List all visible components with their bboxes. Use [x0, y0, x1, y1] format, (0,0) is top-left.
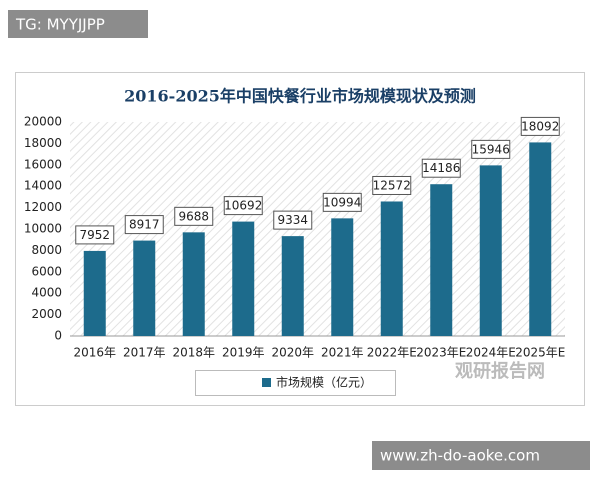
value-label: 12572	[373, 178, 411, 192]
y-tick-label: 16000	[24, 157, 62, 171]
legend	[195, 370, 396, 396]
value-label: 15946	[472, 142, 510, 156]
value-label-box	[421, 158, 461, 178]
bar	[430, 184, 453, 336]
value-label: 10692	[224, 199, 262, 213]
x-tick-label: 2025年E	[515, 346, 565, 360]
value-label-box	[223, 196, 263, 216]
value-label-box	[124, 215, 164, 235]
value-label: 7952	[79, 228, 110, 242]
bar	[83, 250, 106, 336]
x-tick-label: 2021年	[321, 346, 364, 360]
x-tick-label: 2022年E	[367, 346, 417, 360]
footer-url: www.zh-do-aoke.com	[380, 447, 540, 465]
legend-label: 市场规模（亿元）	[276, 375, 372, 390]
bar	[182, 232, 205, 336]
y-tick-label: 2000	[31, 307, 62, 321]
value-label: 10994	[323, 195, 361, 209]
x-tick-label: 2024年E	[466, 346, 516, 360]
value-label: 18092	[521, 119, 559, 133]
y-tick-label: 12000	[24, 200, 62, 214]
x-tick-label: 2018年	[172, 346, 215, 360]
value-label: 9334	[277, 213, 308, 227]
value-label: 14186	[422, 161, 460, 175]
y-tick-label: 14000	[24, 179, 62, 193]
bar	[281, 236, 304, 336]
y-tick-label: 6000	[31, 264, 62, 278]
x-tick-label: 2017年	[123, 346, 166, 360]
x-tick-label: 2020年	[271, 346, 314, 360]
bar	[529, 142, 552, 336]
y-tick-label: 10000	[24, 222, 62, 236]
legend-swatch	[262, 378, 271, 387]
value-label-box	[322, 192, 362, 212]
y-tick-label: 8000	[31, 243, 62, 257]
x-tick-label: 2016年	[73, 346, 116, 360]
value-label: 8917	[129, 218, 160, 232]
y-tick-label: 0	[54, 329, 62, 343]
y-tick-label: 20000	[24, 115, 62, 129]
value-label-box	[273, 210, 313, 230]
chart-title: 2016-2025年中国快餐行业市场规模现状及预测	[124, 87, 476, 106]
bar	[479, 165, 502, 336]
value-label-box	[520, 116, 560, 136]
x-tick-label: 2019年	[222, 346, 265, 360]
x-tick-label: 2023年E	[416, 346, 466, 360]
bar	[331, 218, 354, 336]
footer-bg	[372, 441, 590, 470]
value-label-box	[471, 139, 511, 159]
bar	[380, 201, 403, 336]
watermark: 观研报告网	[455, 360, 545, 382]
bar	[133, 240, 156, 336]
y-tick-label: 18000	[24, 136, 62, 150]
value-label-box	[75, 225, 115, 245]
y-tick-label: 4000	[31, 286, 62, 300]
badge-bg	[8, 10, 148, 38]
value-label-box	[174, 206, 214, 226]
badge: TG: MYYJJPP	[15, 16, 105, 34]
value-label-box	[372, 175, 412, 195]
bar	[232, 221, 255, 336]
value-label: 9688	[178, 209, 209, 223]
